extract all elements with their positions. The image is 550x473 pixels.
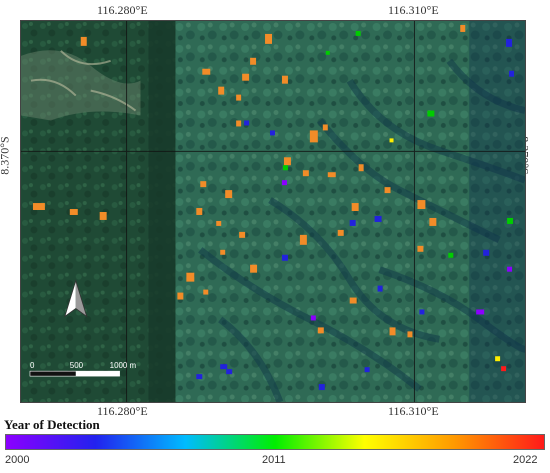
longitude-label-bottom-2: 116.310°E [388, 404, 439, 418]
longitude-label-top-2: 116.310°E [388, 3, 439, 17]
detection-patches [32, 24, 515, 391]
graticule [21, 21, 525, 402]
longitude-label-top-1: 116.280°E [97, 3, 148, 17]
year-colorbar [5, 434, 545, 450]
scale-bar: 0 500 1000 m [29, 361, 137, 377]
latitude-label-left: 8.370°S [0, 136, 12, 175]
imagery-base [21, 21, 525, 402]
scale-label-1000: 1000 m [110, 361, 137, 370]
longitude-label-bottom-1: 116.280°E [97, 404, 148, 418]
colorbar-min-label: 2000 [5, 454, 30, 466]
satellite-map[interactable]: 0 500 1000 m [20, 20, 526, 403]
north-arrow-icon [64, 279, 88, 318]
colorbar-mid-label: 2011 [262, 454, 286, 466]
scale-label-500: 500 [70, 361, 84, 370]
colorbar-max-label: 2022 [513, 454, 538, 466]
scale-label-0: 0 [30, 361, 35, 370]
legend-title: Year of Detection [4, 417, 100, 432]
